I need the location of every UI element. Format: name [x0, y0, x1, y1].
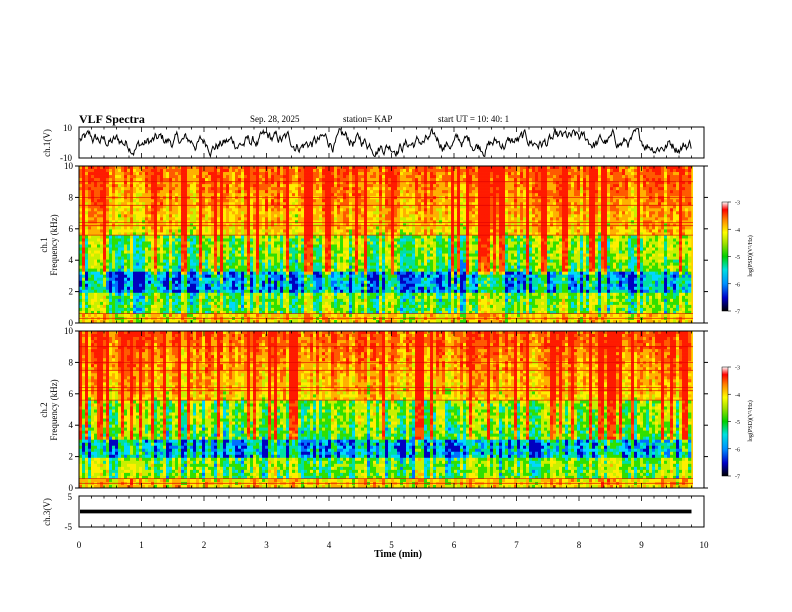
- ytick-label: 10: [64, 161, 74, 171]
- ch3-wave-ylabel: ch.3(V): [42, 498, 52, 526]
- xtick-label: 5: [389, 540, 394, 550]
- time-axis-labels: 0 1 2 3 4 5 6 7 8 9 10: [77, 540, 709, 550]
- ch1-spec-ylabel-a: ch.1: [39, 237, 49, 252]
- cb-tick-label: -7: [735, 475, 740, 481]
- xtick-label: 10: [700, 540, 710, 550]
- ch1-wave-ylabel: ch.1(V): [42, 129, 52, 157]
- ch2-spec-ylabel-b: Frequency (kHz): [49, 379, 59, 440]
- ch2-colorbar-ticks: -3 -4 -5 -6 -7: [728, 366, 740, 481]
- ytick-label: 10: [64, 326, 74, 336]
- time-axis-title: Time (min): [374, 549, 422, 560]
- ch1-waveform-frame: [78, 126, 705, 159]
- ch1-waveform-panel: 10 -10 ch.1(V): [42, 123, 705, 163]
- xtick-label: 7: [514, 540, 519, 550]
- ytick-label: 6: [69, 389, 74, 399]
- ch2-colorbar: [721, 366, 729, 477]
- ch2-colorbar-label: log(PSD)(V²/Hz): [747, 400, 754, 441]
- cb-tick-label: -3: [735, 201, 740, 207]
- cb-tick-label: -7: [735, 310, 740, 316]
- ch1-ytick-bottom: -10: [60, 153, 72, 163]
- start-time-label: start UT = 10: 40: 1: [438, 114, 509, 124]
- xtick-label: 2: [202, 540, 207, 550]
- xtick-label: 6: [452, 540, 457, 550]
- ytick-label: 2: [69, 287, 74, 297]
- ch1-colorbar-label: log(PSD)(V²/Hz): [747, 235, 754, 276]
- cb-tick-label: -3: [735, 366, 740, 372]
- cb-tick-label: -4: [735, 228, 740, 234]
- ytick-label: 6: [69, 224, 74, 234]
- date-label: Sep. 28, 2025: [250, 114, 300, 124]
- cb-tick-label: -4: [735, 393, 740, 399]
- ch1-ytick-top: 10: [63, 123, 73, 133]
- ch1-waveform-line: [79, 126, 692, 159]
- xtick-label: 8: [577, 540, 582, 550]
- ytick-label: 0: [69, 318, 74, 328]
- ch1-spec-ylabel-b: Frequency (kHz): [49, 214, 59, 275]
- ch3-ytick-bottom: -5: [65, 522, 73, 532]
- ytick-label: 4: [69, 255, 74, 265]
- ch1-colorbar: [721, 201, 729, 312]
- ytick-label: 0: [69, 483, 74, 493]
- xtick-label: 9: [639, 540, 644, 550]
- ch1-spectrogram-image: [79, 166, 693, 324]
- xtick-label: 0: [77, 540, 82, 550]
- xtick-label: 4: [327, 540, 332, 550]
- ch2-spectrogram-image: [79, 331, 693, 489]
- ytick-label: 8: [69, 192, 74, 202]
- ch3-waveform-band: [80, 509, 692, 514]
- xtick-label: 1: [139, 540, 144, 550]
- ytick-label: 8: [69, 357, 74, 367]
- ch3-ytick-top: 5: [68, 492, 73, 502]
- cb-tick-label: -6: [735, 447, 740, 453]
- time-axis-ticks: [78, 127, 705, 527]
- station-label: station= KAP: [343, 114, 392, 124]
- cb-tick-label: -6: [735, 282, 740, 288]
- ch1-colorbar-ticks: -3 -4 -5 -6 -7: [728, 201, 740, 316]
- ch2-spec-yticks: 0 2 4 6 8 10: [64, 326, 708, 493]
- cb-tick-label: -5: [735, 255, 740, 261]
- ytick-label: 2: [69, 452, 74, 462]
- ch2-spec-ylabel-a: ch.2: [39, 402, 49, 417]
- ch1-spec-yticks: 0 2 4 6 8 10: [64, 161, 708, 328]
- cb-tick-label: -5: [735, 420, 740, 426]
- ytick-label: 4: [69, 420, 74, 430]
- plot-title: VLF Spectra: [79, 112, 145, 127]
- xtick-label: 3: [264, 540, 269, 550]
